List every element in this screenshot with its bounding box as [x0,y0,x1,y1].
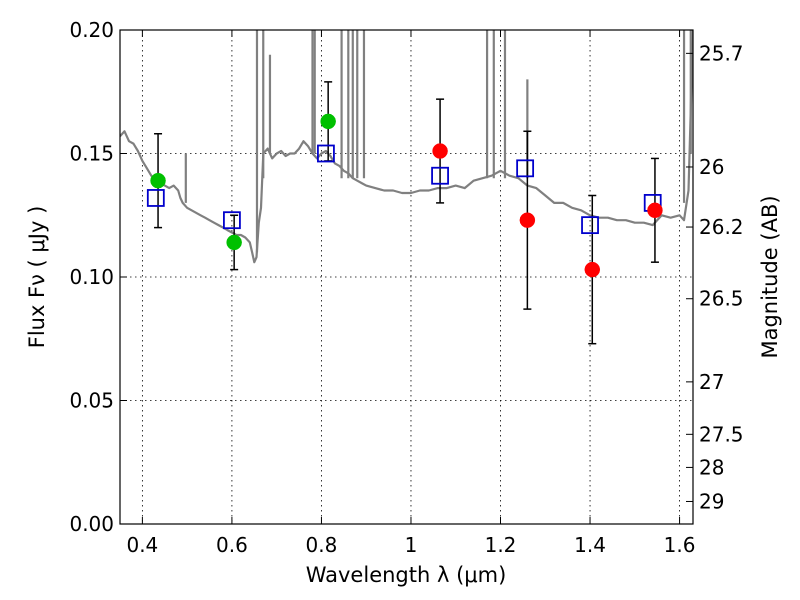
model-point-square [317,144,335,163]
y-tick-label: 0.10 [69,265,114,289]
data-point-red [519,212,536,228]
model-point-square [146,189,165,207]
x-tick-label: 1.6 [664,533,696,557]
right-tick-label: 29 [699,489,724,513]
right-tick-label: 26.5 [699,287,744,311]
data-point-green [320,113,336,130]
plot-area [120,30,693,345]
right-tick-label: 28 [699,455,724,479]
right-axis-label: Magnitude (AB) [758,195,782,358]
data-point-red [584,261,601,278]
right-tick-label: 27 [699,370,724,394]
x-axis-label: Wavelength λ (μm) [306,563,507,587]
y-tick-label: 0.15 [69,142,114,166]
data-point-green [150,172,166,189]
x-tick-label: 1.4 [574,533,606,557]
x-tick-label: 0.8 [306,533,338,557]
right-tick-label: 27.5 [699,422,744,446]
model-point-square [516,159,535,178]
model-point-square [223,211,241,230]
data-point-green [226,234,242,251]
x-tick-label: 1 [405,533,418,557]
model-point-square [431,166,449,185]
x-tick-label: 1.2 [485,533,517,557]
y-axis-label: Flux Fν ( μJy ) [25,206,49,349]
spectrum-line [120,30,693,264]
ticks: 0.4 0.6 0.8 1 1.2 1.4 1.6 0.00 0.05 0.10 0.15 0.20 2… [69,18,743,557]
right-tick-label: 26.2 [699,215,744,239]
y-tick-label: 0.05 [69,389,114,413]
y-tick-label: 0.00 [69,512,114,536]
x-tick-label: 0.6 [216,533,248,557]
right-tick-label: 26 [699,155,724,179]
grid [120,29,693,525]
data-point-red [432,143,448,159]
data-point-red [647,202,663,219]
y-tick-label: 0.20 [69,18,114,42]
right-tick-label: 25.7 [699,41,744,65]
model-point-square [581,216,599,235]
x-tick-label: 0.4 [126,533,158,557]
